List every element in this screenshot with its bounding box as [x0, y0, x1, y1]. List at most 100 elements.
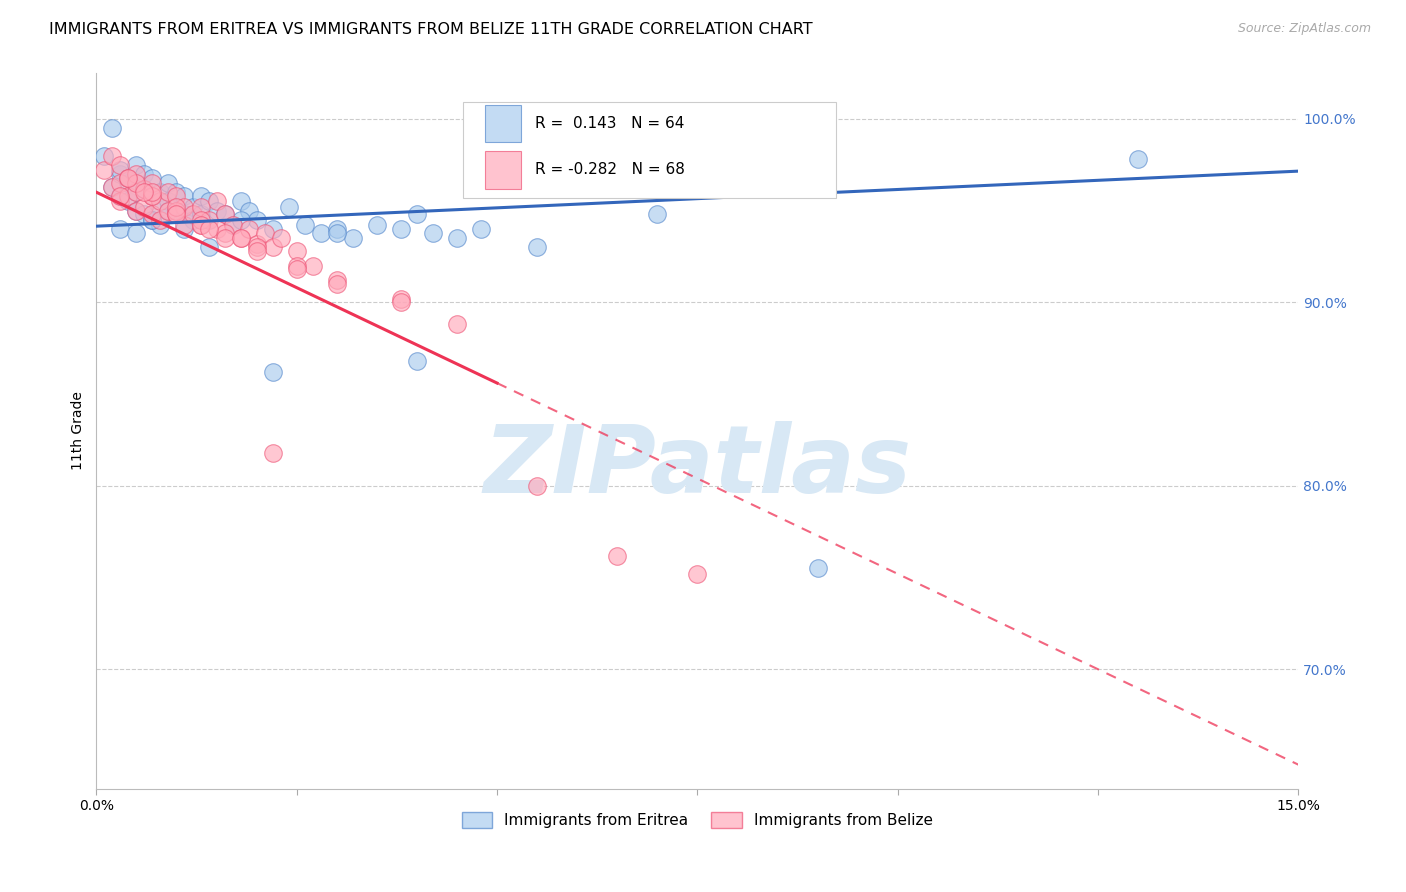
Point: [157, 186, 180, 200]
Point: [166, 200, 188, 214]
Point: [125, 203, 148, 218]
Text: R =  0.143   N = 64: R = 0.143 N = 64: [536, 116, 685, 131]
Point: [229, 194, 252, 209]
Point: [277, 200, 299, 214]
Point: [117, 170, 139, 185]
Point: [125, 176, 148, 190]
Point: [149, 200, 172, 214]
Point: [149, 212, 172, 227]
Point: [149, 219, 172, 233]
Point: [246, 240, 269, 254]
Point: [214, 207, 236, 221]
Point: [181, 207, 204, 221]
Point: [190, 219, 212, 233]
Point: [806, 561, 828, 575]
Point: [197, 194, 219, 209]
Point: [134, 207, 156, 221]
Point: [190, 207, 212, 221]
Point: [389, 295, 412, 310]
Point: [389, 222, 412, 236]
Point: [173, 189, 195, 203]
Point: [229, 231, 252, 245]
Point: [117, 189, 139, 203]
Point: [110, 194, 132, 209]
Point: [342, 231, 364, 245]
Point: [326, 277, 349, 291]
Point: [190, 200, 212, 214]
Point: [262, 240, 284, 254]
Point: [270, 231, 292, 245]
Point: [246, 244, 269, 258]
Point: [238, 203, 260, 218]
Point: [262, 365, 284, 379]
Point: [214, 231, 236, 245]
Text: Source: ZipAtlas.com: Source: ZipAtlas.com: [1237, 22, 1371, 36]
Point: [246, 212, 269, 227]
Point: [446, 318, 468, 332]
Point: [173, 200, 195, 214]
Point: [101, 179, 124, 194]
Point: [326, 222, 349, 236]
Point: [309, 226, 332, 240]
Point: [181, 200, 204, 214]
Point: [190, 189, 212, 203]
Point: [110, 176, 132, 190]
Point: [117, 170, 139, 185]
FancyBboxPatch shape: [485, 152, 520, 188]
Text: ZIPatlas: ZIPatlas: [484, 420, 911, 513]
Point: [166, 203, 188, 218]
Point: [197, 240, 219, 254]
Point: [157, 194, 180, 209]
Point: [125, 203, 148, 218]
Point: [197, 222, 219, 236]
Point: [134, 200, 156, 214]
Point: [205, 194, 228, 209]
Point: [221, 219, 243, 233]
Point: [125, 167, 148, 181]
Point: [141, 189, 163, 203]
Point: [157, 203, 180, 218]
Point: [166, 203, 188, 218]
Point: [149, 186, 172, 200]
Point: [141, 212, 163, 227]
Point: [446, 231, 468, 245]
Point: [422, 226, 444, 240]
Point: [141, 189, 163, 203]
Point: [157, 203, 180, 218]
Point: [262, 222, 284, 236]
Point: [205, 222, 228, 236]
Point: [262, 446, 284, 460]
Point: [406, 207, 429, 221]
Point: [141, 170, 163, 185]
Point: [125, 186, 148, 200]
Point: [285, 244, 308, 258]
Point: [526, 479, 548, 493]
Point: [1126, 152, 1149, 166]
Point: [301, 259, 323, 273]
Point: [117, 170, 139, 185]
Legend: Immigrants from Eritrea, Immigrants from Belize: Immigrants from Eritrea, Immigrants from…: [456, 806, 939, 835]
Point: [157, 176, 180, 190]
Point: [166, 207, 188, 221]
FancyBboxPatch shape: [485, 105, 520, 142]
Point: [149, 194, 172, 209]
Point: [214, 226, 236, 240]
Point: [110, 189, 132, 203]
Point: [125, 186, 148, 200]
Point: [101, 148, 124, 162]
Point: [197, 212, 219, 227]
Point: [173, 207, 195, 221]
Point: [166, 186, 188, 200]
Point: [190, 219, 212, 233]
Point: [110, 222, 132, 236]
Point: [93, 163, 115, 178]
Point: [134, 186, 156, 200]
Point: [110, 189, 132, 203]
Point: [141, 176, 163, 190]
Point: [101, 179, 124, 194]
Point: [645, 207, 668, 221]
Point: [166, 207, 188, 221]
Point: [285, 259, 308, 273]
Point: [285, 262, 308, 277]
Point: [253, 226, 276, 240]
